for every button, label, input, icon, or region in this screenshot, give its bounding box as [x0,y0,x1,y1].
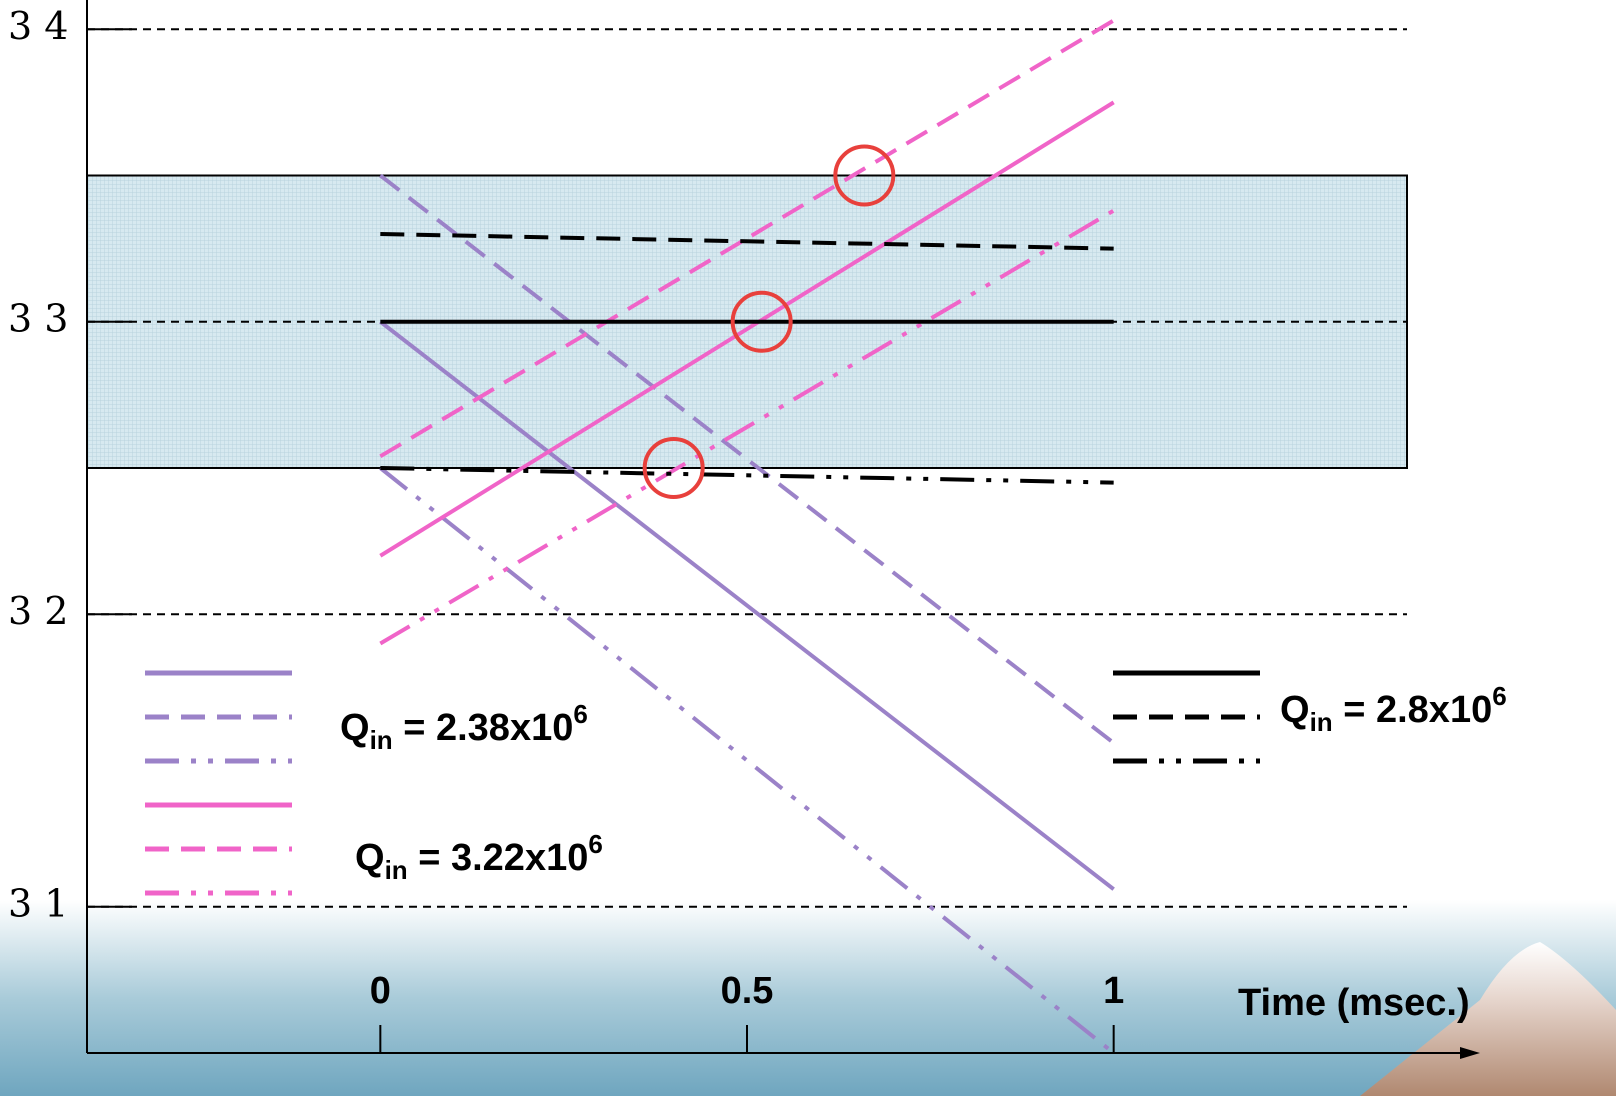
legend-text: = 3.22x10 [408,837,589,879]
data-line [380,468,1113,483]
legend-label: Qin = 3.22x106 [355,829,603,885]
y-tick-label: 3 3 [8,296,68,340]
x-tick-label: 0.5 [721,970,774,1012]
x-tick-label: 0 [370,970,391,1012]
y-tick-label: 3 4 [8,4,68,48]
legend-subscript: in [385,855,408,885]
legend-subscript: in [370,725,393,755]
y-tick-label: 3 2 [8,589,68,633]
legend-label: Qin = 2.8x106 [1280,681,1507,737]
legend-superscript: 6 [573,699,587,729]
y-tick-label: 3 1 [8,881,68,925]
legend-subscript: in [1310,707,1333,737]
legend-text: = 2.38x10 [393,707,574,749]
x-axis-label: Time (msec.) [1238,982,1470,1024]
legend-text: = 2.8x10 [1333,689,1493,731]
legend-symbol: Q [355,837,385,879]
legend-symbol: Q [340,707,370,749]
legend-superscript: 6 [588,829,602,859]
legend-symbol: Q [1280,689,1310,731]
x-tick-label: 1 [1103,970,1124,1012]
legend-superscript: 6 [1492,681,1506,711]
legend-label: Qin = 2.38x106 [340,699,588,755]
chart: 3 4 3 3 3 2 3 1 0 0.5 1 Time (msec.) Qin = 2.38x… [0,0,1616,1096]
